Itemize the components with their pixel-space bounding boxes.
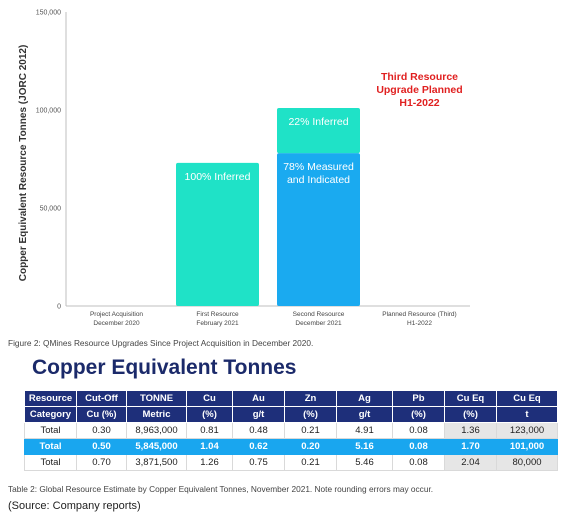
table-row: Total 0.70 3,871,500 1.26 0.75 0.21 5.46… bbox=[24, 454, 558, 471]
header-pb: Pb bbox=[392, 390, 445, 407]
header-zn-unit: (%) bbox=[284, 406, 337, 423]
header-au-unit: g/t bbox=[232, 406, 285, 423]
resource-chart: 0 50,000 100,000 150,000 Copper Equivalent R… bbox=[18, 10, 470, 327]
cell-au: 0.48 bbox=[232, 422, 285, 439]
cell-cueq-pct: 1.70 bbox=[444, 438, 497, 455]
header-zn: Zn bbox=[284, 390, 337, 407]
cell-category: Total bbox=[24, 454, 77, 471]
bar-segment bbox=[277, 108, 360, 154]
table-title: Copper Equivalent Tonnes bbox=[32, 356, 297, 379]
cell-pb: 0.08 bbox=[392, 438, 445, 455]
figure-caption: Figure 2: QMines Resource Upgrades Since… bbox=[8, 338, 314, 348]
cell-cutoff: 0.30 bbox=[76, 422, 127, 439]
y-tick-label: 50,000 bbox=[40, 206, 62, 213]
x-tick-label: December 2021 bbox=[295, 320, 342, 327]
table-caption: Table 2: Global Resource Estimate by Cop… bbox=[8, 484, 434, 494]
x-tick-label: Planned Resource (Third) bbox=[382, 311, 456, 318]
bar-data-label: 78% Measured bbox=[283, 161, 354, 173]
cell-cueq-t: 123,000 bbox=[496, 422, 558, 439]
cell-pb: 0.08 bbox=[392, 422, 445, 439]
y-axis-title: Copper Equivalent Resource Tonnes (JORC … bbox=[18, 45, 29, 282]
source-note: (Source: Company reports) bbox=[8, 500, 141, 512]
chart-annotation: Upgrade Planned bbox=[376, 84, 462, 96]
bar-segment bbox=[277, 153, 360, 306]
table-header-row-2: Category Cu (%) Metric (%) g/t (%) g/t (… bbox=[24, 406, 558, 423]
chart-annotation: H1-2022 bbox=[399, 97, 439, 109]
x-tick-label: Project Acquisition bbox=[90, 311, 143, 318]
header-cu-unit: (%) bbox=[186, 406, 233, 423]
header-cueq-t: Cu Eq bbox=[496, 390, 558, 407]
cell-cueq-pct: 2.04 bbox=[444, 454, 497, 471]
cell-category: Total bbox=[24, 438, 77, 455]
cell-tonne: 5,845,000 bbox=[126, 438, 187, 455]
bar-data-label: 22% Inferred bbox=[288, 116, 348, 128]
x-tick-label: Second Resource bbox=[293, 311, 345, 318]
cell-cutoff: 0.50 bbox=[76, 438, 127, 455]
y-tick-label: 100,000 bbox=[36, 108, 61, 115]
cell-cu: 1.04 bbox=[186, 438, 233, 455]
table-row-highlighted: Total 0.50 5,845,000 1.04 0.62 0.20 5.16… bbox=[24, 438, 558, 455]
cell-tonne: 8,963,000 bbox=[126, 422, 187, 439]
header-cueq-pct: Cu Eq bbox=[444, 390, 497, 407]
header-cu: Cu bbox=[186, 390, 233, 407]
cell-cueq-pct: 1.36 bbox=[444, 422, 497, 439]
y-tick-label: 0 bbox=[57, 304, 61, 311]
cell-au: 0.62 bbox=[232, 438, 285, 455]
cell-cu: 0.81 bbox=[186, 422, 233, 439]
y-tick-label: 150,000 bbox=[36, 10, 61, 17]
cell-cu: 1.26 bbox=[186, 454, 233, 471]
cell-category: Total bbox=[24, 422, 77, 439]
cell-pb: 0.08 bbox=[392, 454, 445, 471]
table-row: Total 0.30 8,963,000 0.81 0.48 0.21 4.91… bbox=[24, 422, 558, 439]
header-tonne: TONNE bbox=[126, 390, 187, 407]
cell-ag: 5.46 bbox=[336, 454, 393, 471]
cell-tonne: 3,871,500 bbox=[126, 454, 187, 471]
table-header-row-1: Resource Cut-Off TONNE Cu Au Zn Ag Pb Cu… bbox=[24, 390, 558, 407]
header-cutoff: Cut-Off bbox=[76, 390, 127, 407]
header-cutoff-unit: Cu (%) bbox=[76, 406, 127, 423]
cell-zn: 0.21 bbox=[284, 422, 337, 439]
header-cueq-pct-unit: (%) bbox=[444, 406, 497, 423]
x-tick-label: First Resource bbox=[196, 311, 239, 318]
cell-cutoff: 0.70 bbox=[76, 454, 127, 471]
header-pb-unit: (%) bbox=[392, 406, 445, 423]
cell-zn: 0.20 bbox=[284, 438, 337, 455]
cell-ag: 5.16 bbox=[336, 438, 393, 455]
resource-table: Resource Cut-Off TONNE Cu Au Zn Ag Pb Cu… bbox=[24, 390, 558, 471]
x-tick-label: December 2020 bbox=[93, 320, 140, 327]
header-category: Category bbox=[24, 406, 77, 423]
header-resource: Resource bbox=[24, 390, 77, 407]
cell-cueq-t: 80,000 bbox=[496, 454, 558, 471]
cell-zn: 0.21 bbox=[284, 454, 337, 471]
cell-cueq-t: 101,000 bbox=[496, 438, 558, 455]
header-au: Au bbox=[232, 390, 285, 407]
header-tonne-unit: Metric bbox=[126, 406, 187, 423]
chart-annotation: Third Resource bbox=[381, 71, 458, 83]
bar-data-label: 100% Inferred bbox=[185, 171, 251, 183]
table-header: Resource Cut-Off TONNE Cu Au Zn Ag Pb Cu… bbox=[24, 390, 558, 423]
header-ag-unit: g/t bbox=[336, 406, 393, 423]
cell-ag: 4.91 bbox=[336, 422, 393, 439]
cell-au: 0.75 bbox=[232, 454, 285, 471]
bar-data-label: and Indicated bbox=[287, 174, 350, 186]
x-tick-label: H1-2022 bbox=[407, 320, 432, 327]
bar-segment bbox=[176, 162, 259, 306]
x-tick-label: February 2021 bbox=[196, 320, 239, 327]
header-cueq-t-unit: t bbox=[496, 406, 558, 423]
header-ag: Ag bbox=[336, 390, 393, 407]
